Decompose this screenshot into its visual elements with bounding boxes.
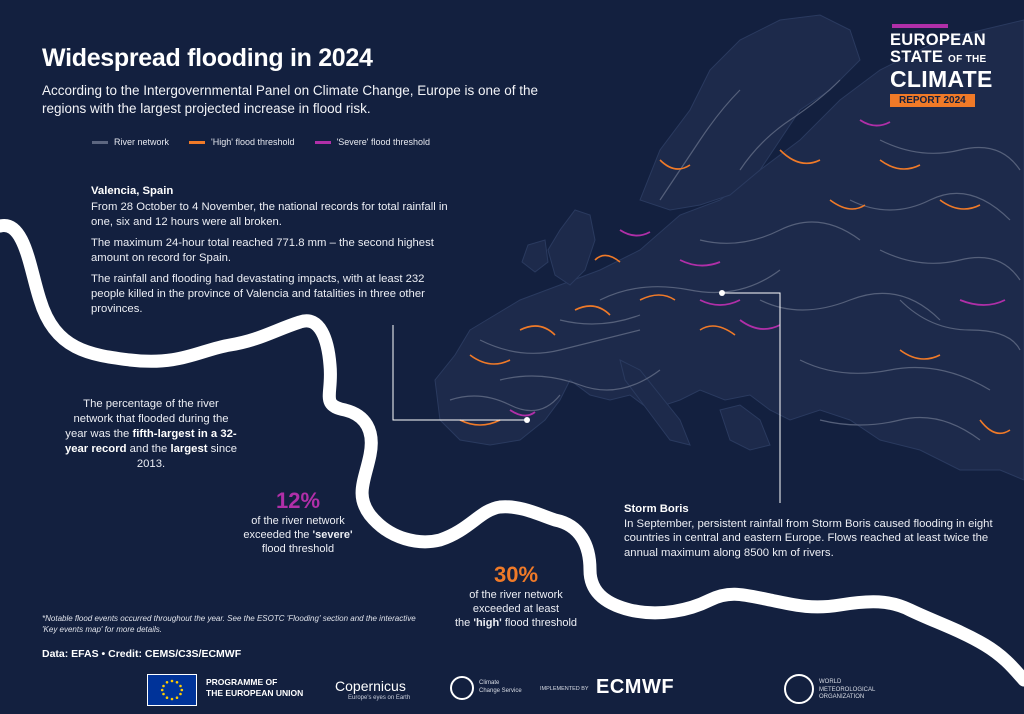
legend-label-high: 'High' flood threshold (211, 137, 295, 147)
page-title: Widespread flooding in 2024 (42, 44, 373, 72)
copernicus-c-icon: C (335, 678, 346, 694)
severe-threshold-rivers (509, 119, 1006, 417)
stat-high-line2: exceeded at least (472, 603, 560, 615)
wmo-line3: ORGANIZATION (819, 694, 865, 700)
stat-high-line3-post: flood threshold (501, 617, 578, 629)
brand-tag: REPORT 2024 (890, 94, 975, 107)
legend-item-high: 'High' flood threshold (189, 137, 295, 147)
valencia-connector (392, 325, 527, 421)
eu-text-line2: THE EUROPEAN UNION (206, 688, 304, 698)
copernicus-subtext: Europe's eyes on Earth (348, 695, 411, 701)
percentage-note-mid: and the (126, 443, 171, 455)
percentage-note-pre: The percentage of the river network that… (65, 398, 229, 440)
percentage-note-bold2: largest (170, 443, 208, 455)
stat-high-line3-pre: the (454, 617, 474, 629)
legend-swatch-severe (314, 140, 331, 144)
boris-text: In September, persistent rainfall from S… (624, 517, 993, 559)
wmo-line1: WORLD (819, 679, 842, 685)
eu-programme-text: PROGRAMME OF THE EUROPEAN UNION (206, 677, 303, 699)
implemented-by: IMPLEMENTED BY (540, 686, 589, 692)
wmo-icon (784, 674, 814, 704)
valencia-heading: Valencia, Spain (91, 185, 174, 197)
percentage-note-bold1: fifth-largest in a 32-year record (64, 428, 237, 455)
stat-severe-line2: exceeded the 'severe' (228, 528, 368, 542)
brand-line1: EUROPEAN (890, 31, 986, 49)
stat-high-line1: of the river network (469, 589, 563, 601)
copernicus-text: opernicus (345, 678, 406, 694)
c3s-icon (450, 676, 474, 700)
footnote: *Notable flood events occurred throughou… (42, 614, 416, 634)
report-brand: EUROPEAN STATE OF THE CLIMATE REPORT 202… (890, 24, 1002, 108)
valencia-callout: Valencia, Spain From 28 October to 4 Nov… (91, 184, 461, 323)
data-credit: Data: EFAS • Credit: CEMS/C3S/ECMWF (42, 648, 242, 660)
stat-high-line3: the 'high' flood threshold (436, 616, 596, 630)
high-threshold-rivers (459, 149, 1011, 435)
legend-item-river: River network (92, 137, 169, 147)
valencia-paragraph-2: The maximum 24-hour total reached 771.8 … (91, 237, 434, 264)
stat-severe-line2-bold: 'severe' (312, 529, 353, 541)
stat-high: 30% of the river network exceeded at lea… (436, 562, 596, 630)
c3s-line1: Climate (479, 680, 500, 686)
boris-connector (722, 292, 781, 503)
c3s-line2: Change Service (479, 688, 522, 694)
wmo-text: WORLD METEOROLOGICAL ORGANIZATION (819, 679, 875, 702)
copernicus-logo: Copernicus (335, 678, 406, 694)
boris-heading: Storm Boris (624, 503, 689, 515)
percentage-note-post: since 2013. (136, 443, 238, 470)
stat-severe-value: 12% (275, 488, 321, 513)
legend-label-severe: 'Severe' flood threshold (336, 137, 431, 147)
brand-line2a: STATE (890, 48, 944, 66)
stat-severe: 12% of the river network exceeded the 's… (228, 488, 368, 556)
stat-high-line3-bold: 'high' (473, 617, 502, 629)
valencia-paragraph-3: The rainfall and flooding had devastatin… (91, 273, 425, 315)
brand-line2: STATE OF THE (890, 49, 1002, 68)
river-network (449, 79, 1021, 441)
page-subtitle: According to the Intergovernmental Panel… (42, 83, 539, 116)
legend-swatch-high (189, 140, 206, 144)
percentage-note: The percentage of the river network that… (62, 397, 240, 472)
logo-strip: PROGRAMME OF THE EUROPEAN UNION Copernic… (0, 670, 1024, 710)
land-masses (434, 14, 1024, 481)
valencia-marker (524, 417, 530, 423)
river-graphic (0, 219, 1024, 687)
brand-accent-bar (892, 24, 948, 28)
stat-high-value: 30% (493, 562, 539, 587)
wmo-line2: METEOROLOGICAL (819, 686, 876, 693)
brand-line3: CLIMATE (890, 66, 993, 92)
c3s-text: Climate Change Service (479, 679, 522, 695)
legend-label-river: River network (114, 137, 170, 147)
legend-swatch-river (92, 140, 108, 144)
boris-callout: Storm Boris In September, persistent rai… (624, 502, 1014, 560)
stat-severe-line3: flood threshold (261, 543, 335, 555)
eu-text-line1: PROGRAMME OF (206, 677, 278, 687)
valencia-paragraph-1: From 28 October to 4 November, the natio… (91, 201, 448, 228)
legend-item-severe: 'Severe' flood threshold (314, 137, 431, 147)
eu-flag-icon (147, 674, 197, 706)
stat-severe-line2-pre: exceeded the (243, 529, 313, 541)
ecmwf-logo: ECMWF (596, 676, 675, 698)
stat-severe-line1: of the river network (251, 515, 345, 527)
brand-line2b: OF THE (948, 54, 987, 65)
boris-marker (719, 290, 725, 296)
map-legend: River network 'High' flood threshold 'Se… (92, 137, 430, 147)
